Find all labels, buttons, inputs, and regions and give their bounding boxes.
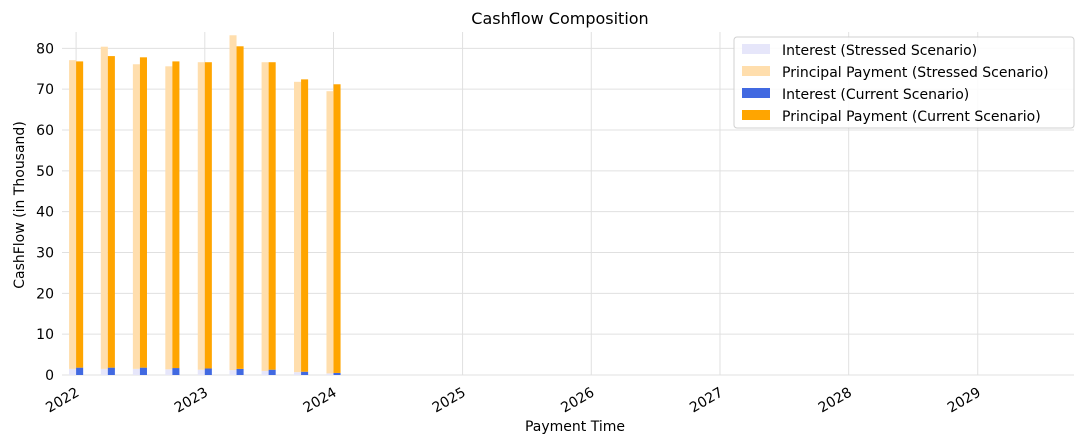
principal-bar-current [107,56,115,368]
interest-bar-stressed [100,368,108,375]
principal-bar-stressed [197,62,205,370]
principal-bar-stressed [165,66,173,370]
x-tick-label: 2026 [558,385,597,417]
y-tick-label: 60 [36,123,54,139]
principal-bar-current [76,61,84,368]
interest-bar-current [107,367,115,375]
principal-bar-current [139,57,147,368]
interest-bar-stressed [294,372,302,375]
principal-bar-current [172,61,180,369]
principal-bar-stressed [100,46,108,369]
interest-bar-current [333,372,341,375]
bar-layer [69,35,341,375]
chart-title: Cashflow Composition [471,9,648,28]
principal-bar-current [236,46,244,369]
legend-frame [733,36,1075,129]
y-tick-label: 40 [36,205,54,221]
y-axis-title: CashFlow (in Thousand) [12,121,28,289]
interest-bar-current [301,371,309,375]
x-tick-label: 2028 [816,385,855,417]
interest-bar-stressed [132,368,140,375]
x-tick-label: 2027 [687,385,726,417]
x-tick-label: 2024 [301,385,340,417]
interest-bar-stressed [69,368,77,375]
y-tick-label: 10 [36,327,54,343]
principal-bar-current [268,62,276,370]
principal-bar-stressed [261,62,269,371]
interest-bar-current [172,368,180,375]
legend-swatch-interest-stressed [742,44,770,54]
interest-bar-current [76,367,84,375]
y-tick-label: 70 [36,82,54,98]
interest-bar-stressed [165,369,173,375]
interest-bar-stressed [261,370,269,375]
principal-bar-current [333,84,341,373]
legend: Interest (Stressed Scenario) Principal P… [733,36,1075,129]
principal-bar-current [204,62,212,369]
principal-bar-stressed [326,91,334,374]
legend-label-principal-stressed: Principal Payment (Stressed Scenario) [782,65,1049,81]
x-tick-label: 2022 [43,385,82,417]
interest-bar-current [268,369,276,375]
x-tick-label: 2023 [172,385,211,417]
interest-bar-current [236,368,244,375]
interest-bar-current [204,368,212,375]
interest-bar-stressed [197,369,205,375]
interest-bar-stressed [326,373,334,375]
legend-swatch-interest-current [742,88,770,98]
legend-swatch-principal-stressed [742,66,770,76]
principal-bar-stressed [69,60,77,369]
x-tick-label: 2029 [945,385,984,417]
y-tick-label: 30 [36,246,54,262]
y-tick-label: 50 [36,164,54,180]
interest-bar-current [139,367,147,375]
principal-bar-stressed [294,81,302,373]
principal-bar-current [301,79,309,372]
legend-label-interest-current: Interest (Current Scenario) [782,87,969,103]
legend-label-interest-stressed: Interest (Stressed Scenario) [782,43,977,59]
x-axis-title: Payment Time [525,419,625,435]
legend-label-principal-current: Principal Payment (Current Scenario) [782,109,1041,125]
interest-bar-stressed [229,370,237,375]
y-tick-label: 80 [36,41,54,57]
y-tick-label: 20 [36,286,54,302]
y-tick-label: 0 [45,368,54,384]
x-tick-label: 2025 [430,385,469,417]
principal-bar-stressed [132,64,140,369]
legend-swatch-principal-current [742,110,770,120]
principal-bar-stressed [229,35,237,371]
